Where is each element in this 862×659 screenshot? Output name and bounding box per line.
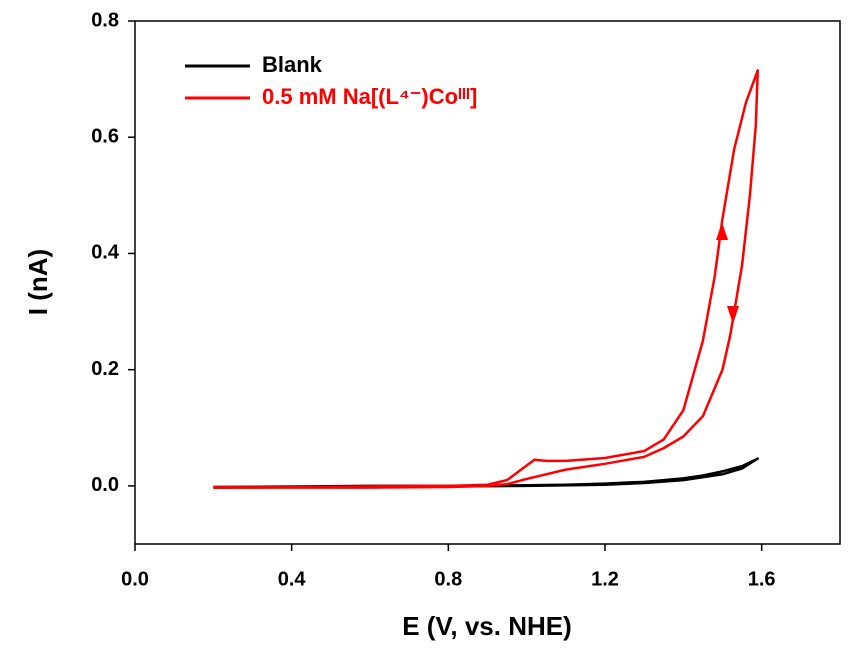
x-tick-label: 1.2 [591, 568, 619, 590]
x-axis-label: E (V, vs. NHE) [402, 611, 572, 641]
data-line [213, 457, 759, 489]
y-tick-label: 0.4 [91, 242, 120, 264]
y-tick-label: 0.0 [91, 474, 119, 496]
x-tick-label: 0.4 [278, 568, 307, 590]
data-line [213, 69, 759, 489]
y-tick-label: 0.8 [91, 9, 119, 31]
y-axis-label: I (nA) [23, 249, 53, 315]
plot-frame [134, 20, 841, 545]
x-tick-label: 0.0 [121, 568, 149, 590]
y-tick-label: 0.2 [91, 358, 119, 380]
y-tick-label: 0.6 [91, 126, 119, 148]
legend-label: Blank [262, 52, 323, 77]
x-tick-label: 1.6 [748, 568, 776, 590]
x-tick-label: 0.8 [434, 568, 462, 590]
legend-label: 0.5 mM Na[(L⁴⁻)Coᴵᴵᴵ] [262, 84, 477, 109]
